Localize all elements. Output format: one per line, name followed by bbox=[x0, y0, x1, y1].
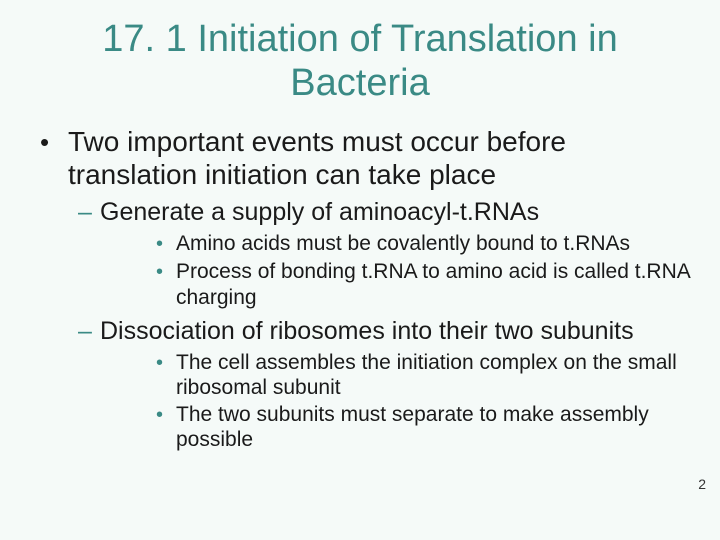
bullet-level3-group: • The cell assembles the initiation comp… bbox=[156, 350, 690, 453]
level2-text: Dissociation of ribosomes into their two… bbox=[100, 316, 634, 346]
bullet-dot-icon: • bbox=[156, 350, 176, 400]
level3-text: Amino acids must be covalently bound to … bbox=[176, 231, 630, 257]
dash-icon: – bbox=[78, 316, 100, 346]
bullet-level3-group: • Amino acids must be covalently bound t… bbox=[156, 231, 690, 309]
dash-icon: – bbox=[78, 197, 100, 227]
bullet-dot-icon: • bbox=[156, 231, 176, 257]
level3-text: The two subunits must separate to make a… bbox=[176, 402, 690, 452]
bullet-level1: • Two important events must occur before… bbox=[40, 125, 690, 452]
level1-text: Two important events must occur before t… bbox=[68, 125, 690, 191]
level3-text: Process of bonding t.RNA to amino acid i… bbox=[176, 259, 690, 309]
bullet-level2: – Dissociation of ribosomes into their t… bbox=[78, 316, 690, 453]
slide-title: 17. 1 Initiation of Translation in Bacte… bbox=[30, 18, 690, 105]
level3-text: The cell assembles the initiation comple… bbox=[176, 350, 690, 400]
bullet-dot-icon: • bbox=[156, 259, 176, 309]
level2-text: Generate a supply of aminoacyl-t.RNAs bbox=[100, 197, 539, 227]
bullet-dot-icon: • bbox=[40, 125, 68, 191]
bullet-dot-icon: • bbox=[156, 402, 176, 452]
page-number: 2 bbox=[698, 476, 706, 492]
bullet-level2: – Generate a supply of aminoacyl-t.RNAs … bbox=[78, 197, 690, 309]
